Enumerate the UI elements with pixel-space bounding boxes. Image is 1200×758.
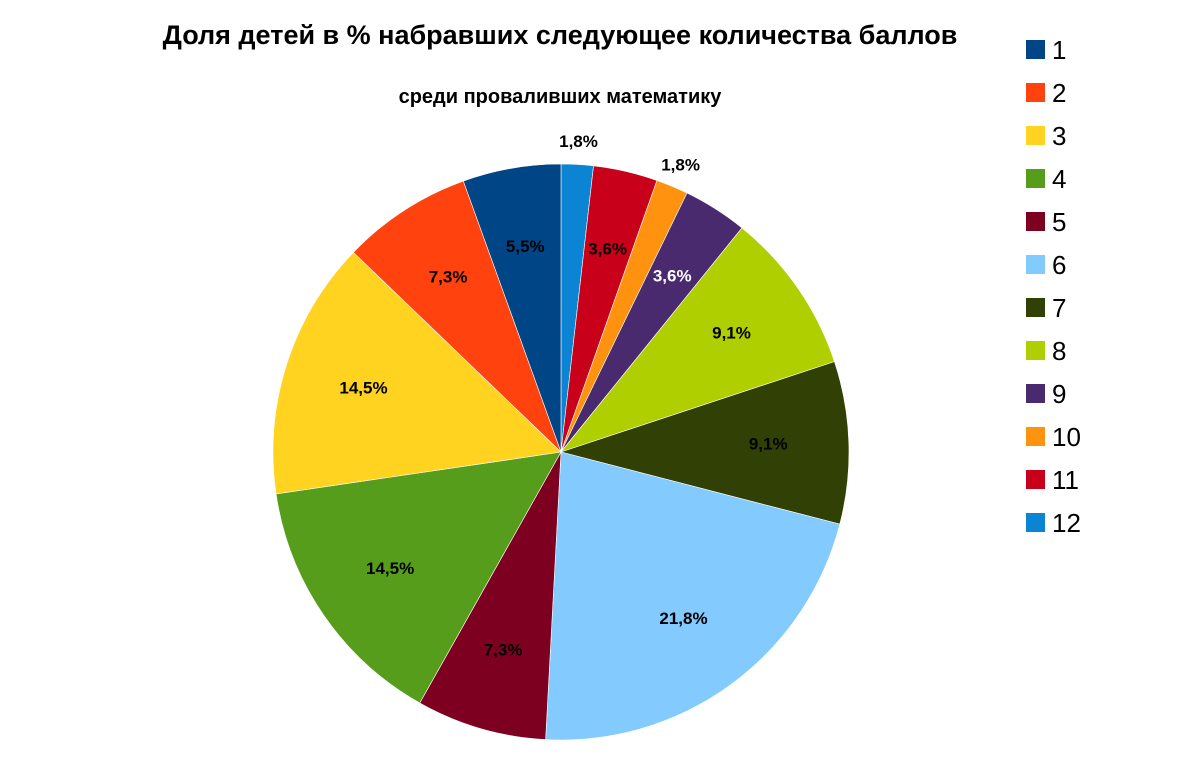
legend-label: 2 <box>1052 77 1067 108</box>
pie-slice-4 <box>275 451 562 704</box>
pie-slice-1 <box>462 163 562 453</box>
legend-swatch <box>1026 212 1045 231</box>
pie-data-labels: 1,8% 3,6% 1,8% 3,6% 9,1% 9,1% 21,8% 7,3% 14,5% 14… <box>339 132 787 660</box>
data-label-6: 21,8% <box>659 609 707 628</box>
legend-swatch <box>1026 470 1045 489</box>
pie-slices <box>272 163 850 741</box>
legend-swatch <box>1026 169 1045 188</box>
legend-item-10: 10 <box>1026 415 1081 458</box>
legend-item-12: 12 <box>1026 501 1081 544</box>
legend-swatch <box>1026 513 1045 532</box>
legend-label: 7 <box>1052 292 1067 323</box>
legend-label: 1 <box>1052 34 1067 65</box>
legend-swatch <box>1026 83 1045 102</box>
legend-label: 5 <box>1052 206 1067 237</box>
pie-slice-7 <box>559 361 850 525</box>
data-label-2: 7,3% <box>429 267 468 286</box>
legend-item-8: 8 <box>1026 329 1081 372</box>
pie-slice-8 <box>560 227 835 453</box>
legend-item-11: 11 <box>1026 458 1081 501</box>
legend: 1 2 3 4 5 6 7 8 9 10 11 12 <box>1026 28 1081 544</box>
legend-item-6: 6 <box>1026 243 1081 286</box>
data-label-7: 9,1% <box>749 435 788 454</box>
legend-label: 9 <box>1052 378 1067 409</box>
legend-swatch <box>1026 341 1045 360</box>
legend-item-5: 5 <box>1026 200 1081 243</box>
legend-swatch <box>1026 255 1045 274</box>
data-label-8: 9,1% <box>712 323 751 342</box>
legend-swatch <box>1026 384 1045 403</box>
legend-item-9: 9 <box>1026 372 1081 415</box>
data-label-1: 5,5% <box>506 237 545 256</box>
data-label-9: 3,6% <box>653 266 692 285</box>
data-label-3: 14,5% <box>339 378 387 397</box>
pie-slice-2 <box>352 180 562 453</box>
legend-item-4: 4 <box>1026 157 1081 200</box>
legend-label: 8 <box>1052 335 1067 366</box>
data-label-4: 14,5% <box>366 559 414 578</box>
legend-label: 12 <box>1052 507 1081 538</box>
legend-swatch <box>1026 40 1045 59</box>
legend-item-2: 2 <box>1026 71 1081 114</box>
data-label-11: 3,6% <box>588 239 627 258</box>
legend-label: 6 <box>1052 249 1067 280</box>
legend-label: 3 <box>1052 120 1067 151</box>
legend-item-1: 1 <box>1026 28 1081 71</box>
legend-swatch <box>1026 298 1045 317</box>
data-label-10: 1,8% <box>661 155 700 174</box>
legend-item-3: 3 <box>1026 114 1081 157</box>
legend-label: 11 <box>1052 464 1079 495</box>
data-label-12: 1,8% <box>559 132 598 151</box>
legend-swatch <box>1026 427 1045 446</box>
legend-swatch <box>1026 126 1045 145</box>
pie-slice-3 <box>272 251 562 495</box>
chart-title: Доля детей в % набравших следующее колич… <box>162 20 958 50</box>
chart-subtitle: среди проваливших математику <box>398 86 722 108</box>
legend-item-7: 7 <box>1026 286 1081 329</box>
data-label-5: 7,3% <box>484 641 523 660</box>
pie-slice-5 <box>419 451 562 740</box>
pie-slice-6 <box>545 451 841 741</box>
legend-label: 10 <box>1052 421 1081 452</box>
legend-label: 4 <box>1052 163 1067 194</box>
